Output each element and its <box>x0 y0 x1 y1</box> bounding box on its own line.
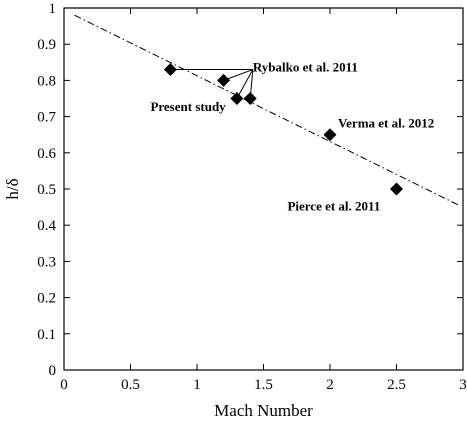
data-point <box>230 92 244 105</box>
data-point <box>217 73 231 87</box>
x-axis-title: Mach Number <box>214 401 313 420</box>
y-tick-label: 1 <box>49 1 57 17</box>
data-point <box>323 128 337 142</box>
y-axis-title: h/δ <box>3 178 22 199</box>
data-point <box>243 92 257 105</box>
y-tick-label: 0.4 <box>37 218 56 234</box>
y-tick-label: 0.8 <box>37 73 56 89</box>
leader-line <box>236 69 254 99</box>
x-tick-label: 2 <box>326 377 334 393</box>
y-tick-label: 0.1 <box>37 327 56 343</box>
y-tick-label: 0.5 <box>37 182 56 198</box>
annotation-label: Present study <box>150 99 226 114</box>
y-tick-label: 0.7 <box>37 110 56 126</box>
annotation-label: Verma et al. 2012 <box>338 115 434 130</box>
ticks: 0 0.5 1 1.5 2 2.5 3 0 0.1 0.2 0.3 0.4 0.5 0.6 0.7 0.8 0.… <box>37 1 467 393</box>
annotation-label: Pierce et al. 2011 <box>287 199 380 214</box>
data-point <box>163 63 177 77</box>
x-tick-label: 1.5 <box>254 377 273 393</box>
y-tick-label: 0.6 <box>37 146 56 162</box>
fit-line <box>74 14 460 206</box>
y-tick-label: 0.9 <box>37 37 56 53</box>
y-tick-label: 0.2 <box>37 291 56 307</box>
y-tick-label: 0 <box>49 363 57 379</box>
marks <box>74 14 460 206</box>
x-tick-label: 0 <box>60 377 68 393</box>
x-tick-label: 0.5 <box>121 377 140 393</box>
annotation-label: Rybalko et al. 2011 <box>253 59 358 74</box>
x-tick-label: 3 <box>459 377 467 393</box>
leader-line <box>223 69 254 81</box>
x-tick-label: 1 <box>193 377 201 393</box>
y-tick-label: 0.3 <box>37 254 56 270</box>
labels: Rybalko et al. 2011 Present study Verma et… <box>150 59 434 213</box>
x-tick-label: 2.5 <box>387 377 406 393</box>
data-point <box>390 182 403 196</box>
